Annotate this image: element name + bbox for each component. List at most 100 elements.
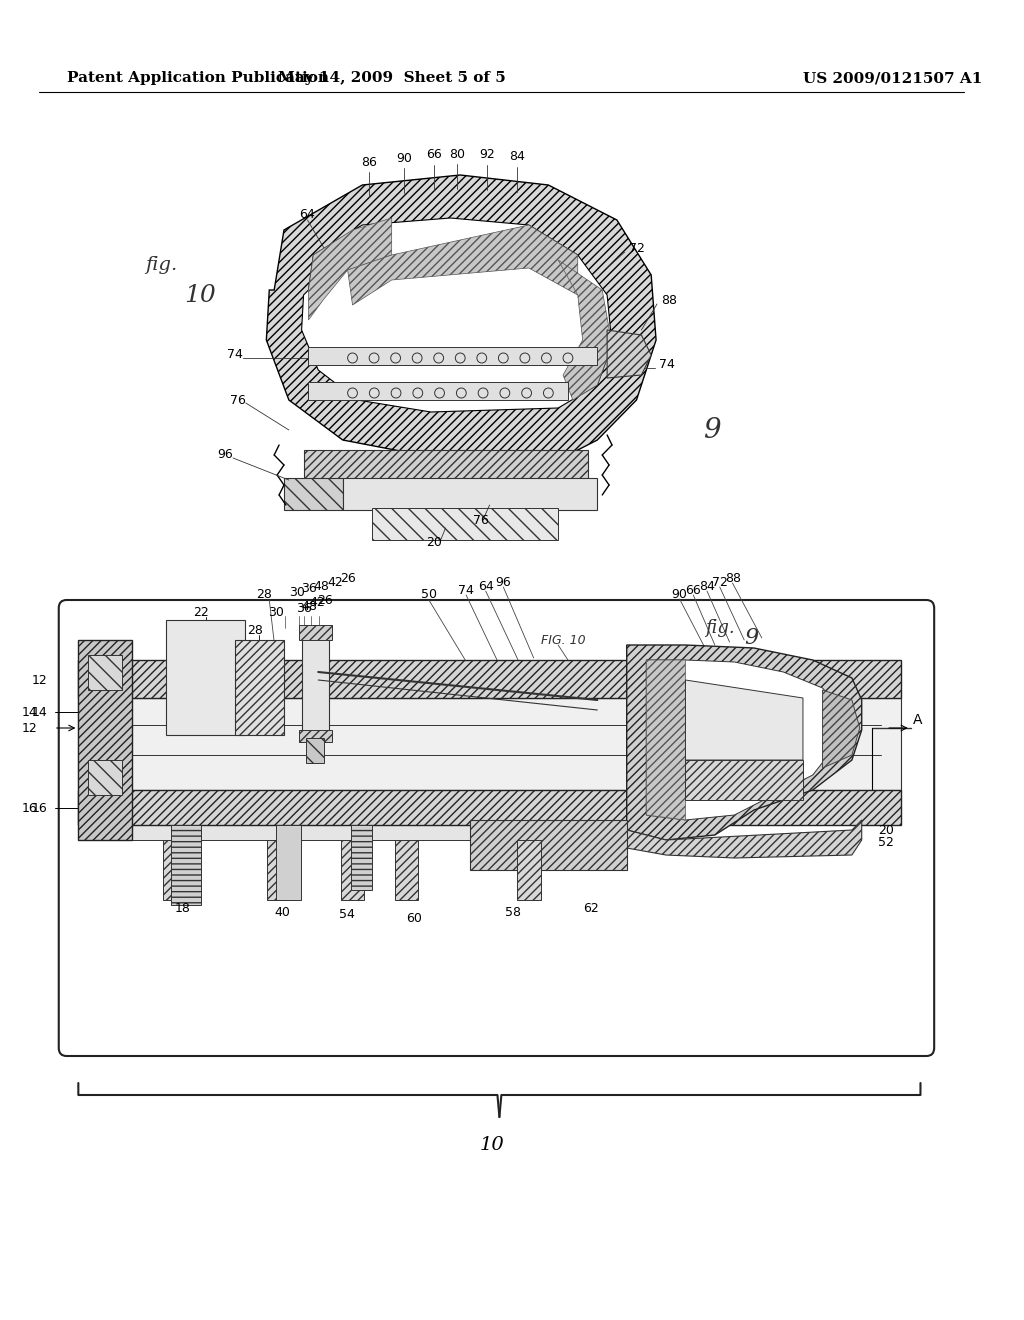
Text: 40: 40 [274, 906, 290, 919]
Text: 90: 90 [396, 152, 413, 165]
Text: 96: 96 [496, 576, 511, 589]
Text: 26: 26 [340, 572, 355, 585]
Text: 58: 58 [505, 906, 521, 919]
Text: 18: 18 [174, 902, 190, 915]
Text: 84: 84 [509, 150, 525, 164]
Bar [79, 789, 901, 825]
Text: 92: 92 [479, 149, 495, 161]
Text: 20: 20 [426, 536, 441, 549]
Text: 54: 54 [339, 908, 354, 921]
Bar [79, 825, 629, 840]
Bar [302, 628, 329, 738]
Bar [79, 660, 901, 698]
Text: 90: 90 [672, 587, 688, 601]
Text: 76: 76 [230, 393, 246, 407]
Polygon shape [646, 660, 685, 820]
Bar [79, 698, 901, 789]
Text: FIG. 10: FIG. 10 [541, 634, 585, 647]
Polygon shape [646, 660, 840, 820]
Polygon shape [822, 690, 860, 768]
Text: 64: 64 [478, 579, 494, 593]
Polygon shape [685, 760, 803, 800]
Text: 50: 50 [421, 589, 437, 602]
Text: 10: 10 [479, 1137, 504, 1154]
Text: 48: 48 [313, 579, 330, 593]
Text: 88: 88 [725, 572, 740, 585]
Text: 42: 42 [309, 597, 326, 610]
Text: 96: 96 [217, 449, 233, 462]
Text: 28: 28 [247, 623, 262, 636]
Text: 88: 88 [660, 293, 677, 306]
Bar [299, 624, 332, 640]
Text: 72: 72 [629, 242, 644, 255]
Text: 16: 16 [32, 801, 47, 814]
Bar [341, 840, 365, 900]
Bar [299, 730, 332, 742]
Text: 66: 66 [426, 149, 441, 161]
Bar [163, 840, 186, 900]
Polygon shape [470, 820, 627, 870]
Text: 48: 48 [302, 599, 317, 612]
Text: 22: 22 [193, 606, 209, 619]
Text: 14: 14 [22, 705, 37, 718]
Polygon shape [685, 680, 803, 760]
Text: 86: 86 [361, 156, 377, 169]
Polygon shape [558, 260, 612, 400]
Text: 9: 9 [703, 417, 721, 444]
Text: fig.: fig. [145, 256, 177, 275]
Polygon shape [284, 478, 343, 510]
Text: 14: 14 [32, 705, 47, 718]
Bar [267, 840, 291, 900]
Bar [88, 760, 123, 795]
Text: A: A [912, 713, 923, 727]
Text: fig.: fig. [706, 619, 734, 638]
Text: 76: 76 [473, 513, 488, 527]
Polygon shape [627, 645, 862, 840]
Bar [306, 738, 325, 763]
Text: 52: 52 [879, 836, 894, 849]
Polygon shape [607, 330, 651, 378]
Polygon shape [303, 450, 588, 480]
Text: 36: 36 [301, 582, 316, 595]
Text: 64: 64 [299, 209, 314, 222]
Bar [79, 640, 132, 840]
Text: 74: 74 [459, 583, 474, 597]
Polygon shape [266, 176, 656, 455]
Text: Patent Application Publication: Patent Application Publication [67, 71, 329, 84]
Text: 84: 84 [699, 579, 715, 593]
Text: US 2009/0121507 A1: US 2009/0121507 A1 [803, 71, 982, 84]
Polygon shape [347, 224, 578, 305]
Text: 26: 26 [317, 594, 333, 606]
Text: 74: 74 [659, 359, 675, 371]
Bar [350, 825, 372, 890]
Polygon shape [372, 508, 558, 540]
Text: 12: 12 [22, 722, 37, 734]
Polygon shape [302, 218, 612, 412]
Polygon shape [308, 218, 392, 319]
Text: 20: 20 [879, 824, 894, 837]
Text: 16: 16 [22, 801, 37, 814]
Text: 10: 10 [184, 284, 216, 306]
Text: May 14, 2009  Sheet 5 of 5: May 14, 2009 Sheet 5 of 5 [278, 71, 506, 84]
Text: 9: 9 [744, 627, 759, 649]
Text: 74: 74 [227, 348, 243, 362]
Text: 30: 30 [289, 586, 305, 598]
Text: 30: 30 [268, 606, 284, 619]
Polygon shape [343, 478, 597, 510]
Bar [171, 825, 201, 906]
Bar [167, 620, 245, 735]
Bar [308, 381, 568, 400]
Text: 12: 12 [32, 673, 47, 686]
Polygon shape [627, 820, 862, 858]
Text: 72: 72 [712, 576, 728, 589]
Bar [394, 840, 418, 900]
Bar [517, 840, 541, 900]
Bar [236, 640, 284, 735]
Bar [88, 655, 123, 690]
Text: 42: 42 [327, 576, 343, 589]
Bar [308, 347, 597, 366]
Text: 80: 80 [450, 148, 465, 161]
Text: 36: 36 [296, 602, 311, 615]
Text: 62: 62 [583, 902, 598, 915]
Text: 66: 66 [685, 583, 701, 597]
